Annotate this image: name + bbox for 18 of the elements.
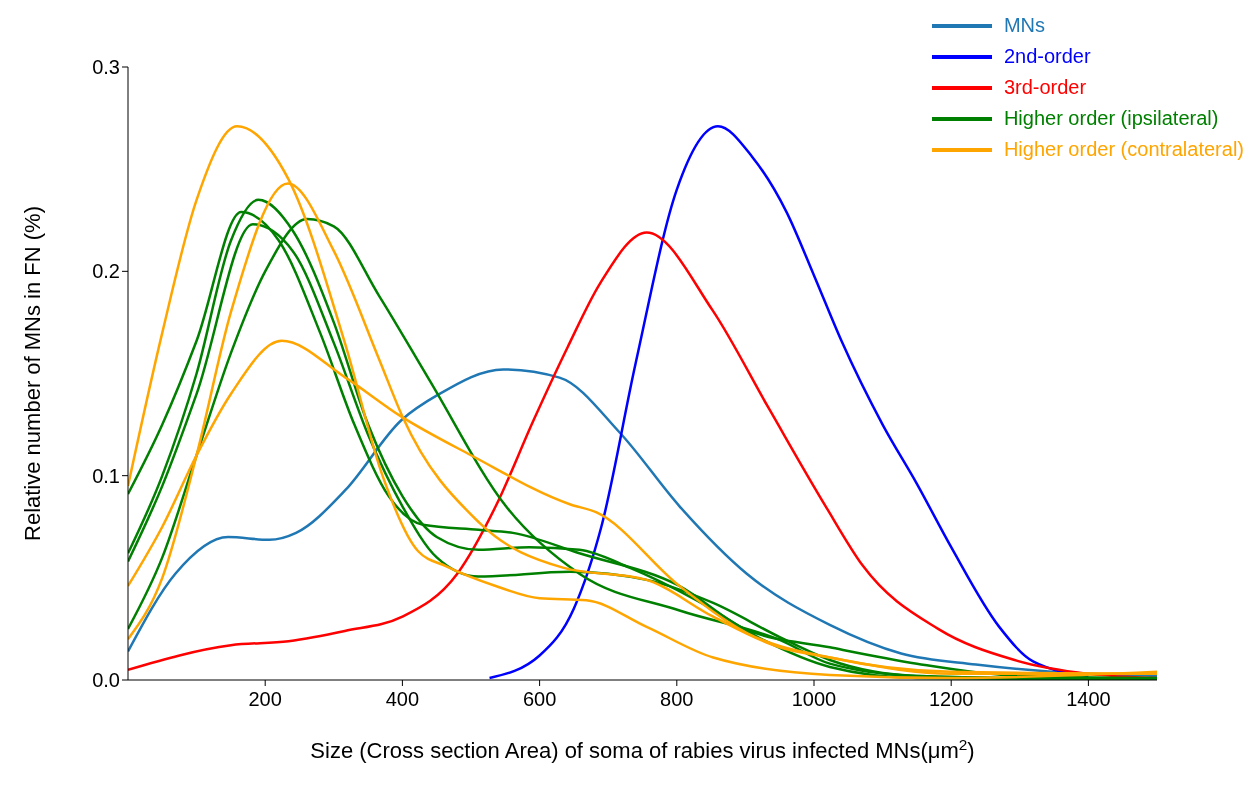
y-tick-label: 0.1 (92, 464, 120, 487)
y-tick-label: 0.0 (92, 669, 120, 692)
legend-label: Higher order (contralateral) (1003, 137, 1244, 162)
legend-label: Higher order (ipsilateral) (1003, 106, 1219, 131)
x-tick-label: 1200 (928, 688, 974, 711)
x-axis-title: Size (Cross section Area) of soma of rabies virus infected MNs(μm$^{2}$) (310, 735, 975, 763)
y-axis-title: Relative number of MNs in FN (%) (20, 206, 45, 541)
y-tick-label: 0.2 (92, 260, 120, 283)
x-tick-label: 1000 (791, 688, 837, 711)
x-tick-label: 200 (248, 688, 282, 711)
legend-label: 2nd-order (1003, 44, 1091, 69)
x-tick-label: 800 (660, 688, 694, 711)
x-tick-label: 1400 (1066, 688, 1111, 711)
y-tick-label: 0.3 (92, 56, 120, 79)
x-tick-label: 600 (522, 688, 557, 711)
x-tick-label: 400 (385, 688, 420, 711)
legend-label: MNs (1003, 13, 1045, 38)
legend-label: 3rd-order (1003, 75, 1087, 100)
